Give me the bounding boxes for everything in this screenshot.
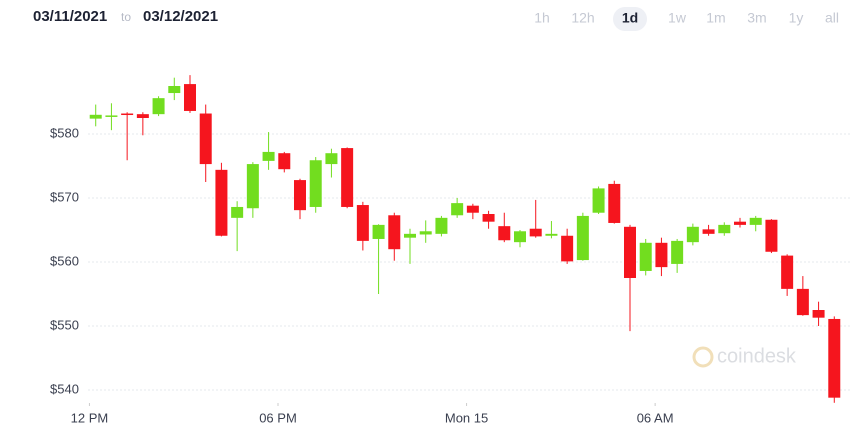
- range-button[interactable]: 1d: [622, 10, 638, 26]
- candle-body: [419, 231, 432, 235]
- candle-body: [309, 160, 322, 207]
- to-word: to: [121, 10, 131, 24]
- candle-body: [781, 255, 794, 289]
- candle-body: [372, 224, 385, 239]
- candle-body: [686, 226, 699, 243]
- to-date: 03/12/2021: [143, 8, 218, 25]
- candle-body: [404, 233, 416, 238]
- from-date: 03/11/2021: [33, 8, 107, 25]
- range-button[interactable]: 1w: [668, 10, 687, 26]
- candle-body: [199, 113, 212, 165]
- candle-body: [671, 240, 684, 264]
- candle-body: [765, 219, 778, 252]
- candle-body: [356, 205, 369, 241]
- candle-body: [435, 217, 448, 234]
- range-button[interactable]: 1h: [534, 10, 550, 26]
- x-tick-label: 12 PM: [71, 410, 109, 425]
- candle-body: [749, 217, 762, 225]
- candle-body: [812, 310, 825, 318]
- candle-body: [796, 288, 809, 316]
- y-tick-label: $580: [50, 125, 79, 140]
- range-button[interactable]: 12h: [571, 10, 594, 26]
- watermark: coindesk: [692, 345, 797, 368]
- candle-body: [89, 114, 102, 119]
- candle-body: [482, 214, 495, 222]
- candle-body: [514, 231, 526, 243]
- candle-body: [608, 183, 621, 223]
- candle-body: [184, 84, 196, 111]
- candle-body: [262, 151, 275, 161]
- candle-body: [294, 180, 306, 211]
- candle-body: [451, 203, 464, 216]
- candle-body: [639, 242, 652, 271]
- candle-body: [388, 215, 401, 250]
- candle-body: [215, 169, 228, 236]
- candle-body: [702, 229, 715, 234]
- range-button[interactable]: all: [825, 10, 839, 26]
- range-selected-bg: [613, 7, 647, 31]
- candle-body: [278, 153, 291, 170]
- y-tick-label: $540: [50, 381, 79, 396]
- watermark-text: coindesk: [717, 345, 797, 367]
- candle-body: [121, 113, 134, 116]
- candle-body: [576, 215, 589, 261]
- candle-body: [168, 86, 181, 94]
- x-tick-label: 06 PM: [259, 410, 297, 425]
- candle-body: [718, 224, 731, 234]
- candle-body: [341, 148, 354, 207]
- candle-body: [105, 115, 118, 117]
- candle-body: [734, 221, 746, 225]
- candle-body: [231, 206, 244, 218]
- range-button[interactable]: 1y: [789, 10, 804, 26]
- candle-body: [529, 228, 542, 237]
- candle-body: [325, 153, 338, 165]
- candle-body: [561, 235, 574, 262]
- watermark-logo: [692, 346, 714, 368]
- candle-body: [828, 318, 841, 398]
- range-button[interactable]: 1m: [706, 10, 725, 26]
- candle-body: [136, 114, 149, 118]
- candle-body: [246, 164, 259, 209]
- y-tick-label: $560: [50, 253, 79, 268]
- range-button[interactable]: 3m: [747, 10, 766, 26]
- candle-body: [152, 98, 165, 115]
- x-tick-label: Mon 15: [445, 410, 488, 425]
- x-tick-label: 06 AM: [637, 410, 674, 425]
- candle-body: [592, 188, 605, 213]
- y-tick-label: $570: [50, 189, 79, 204]
- candle-body: [655, 242, 668, 268]
- candle-body: [624, 226, 636, 278]
- y-tick-label: $550: [50, 317, 79, 332]
- candle-body: [498, 226, 511, 241]
- candle-body: [466, 205, 479, 213]
- candle-body: [545, 233, 558, 236]
